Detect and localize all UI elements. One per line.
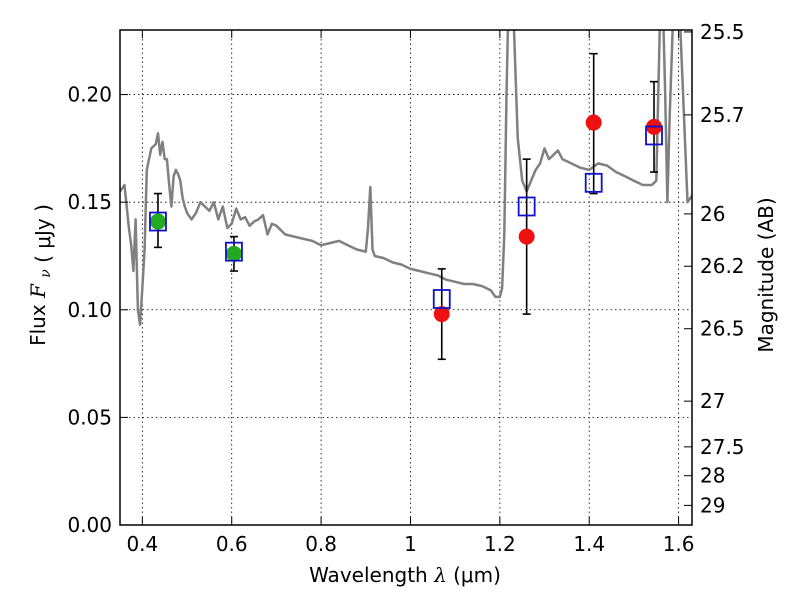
y-tick-label: 0.00 — [67, 513, 112, 537]
y-left-tick-labels: 0.00 0.05 0.10 0.15 0.20 — [67, 83, 112, 537]
y-axis-left-title: Flux F ν ( μJy ) — [26, 204, 55, 346]
spectrum-line — [120, 30, 692, 327]
blue-square-point — [584, 172, 603, 193]
blue-square-point — [645, 125, 663, 146]
y-right-tick-label: 28 — [700, 464, 725, 488]
y-right-tick-label: 26.2 — [700, 254, 745, 278]
y-axis-left-title-symbol: F — [26, 283, 50, 299]
y-right-tick-label: 25.7 — [700, 103, 745, 127]
red-point — [585, 114, 602, 131]
y-tick-label: 0.20 — [67, 83, 112, 107]
x-axis-title: Wavelength λ (μm) — [309, 563, 501, 587]
y-axis-right-title: Magnitude (AB) — [754, 197, 778, 352]
x-tick-label: 1 — [404, 532, 417, 556]
x-axis-title-symbol: λ — [433, 563, 447, 587]
x-tick-label: 0.4 — [126, 532, 158, 556]
blue-square-point — [517, 196, 536, 217]
y-right-tick-label: 27 — [700, 389, 725, 413]
blue-square-point — [225, 241, 243, 262]
x-tick-label: 1.6 — [663, 532, 695, 556]
blue-square-point — [432, 289, 451, 309]
axis-ticks — [120, 30, 692, 526]
x-tick-label: 0.6 — [216, 532, 248, 556]
data-points — [149, 114, 663, 323]
x-axis-title-prefix: Wavelength — [309, 563, 428, 587]
y-right-tick-label: 29 — [700, 493, 725, 517]
error-bars — [153, 52, 659, 361]
y-right-tick-label: 27.5 — [700, 435, 745, 459]
y-right-tick-label: 26 — [700, 202, 725, 226]
green-point — [149, 213, 166, 230]
y-tick-label: 0.15 — [67, 190, 112, 214]
blue-square-point — [149, 211, 167, 232]
x-axis-title-unit: (μm) — [453, 563, 501, 587]
plot-frame — [119, 29, 693, 526]
y-tick-label: 0.10 — [67, 298, 112, 322]
y-axis-left-title-prefix: Flux — [26, 304, 50, 346]
y-right-tick-label: 26.5 — [700, 317, 745, 341]
x-tick-labels: 0.4 0.6 0.8 1 1.2 1.4 1.6 — [126, 532, 694, 556]
y-tick-label: 0.05 — [67, 405, 112, 429]
grid — [120, 30, 692, 526]
y-axis-left-title-unit: ( μJy ) — [31, 204, 55, 263]
green-point — [225, 245, 242, 262]
x-tick-label: 1.4 — [573, 532, 605, 556]
x-tick-label: 1.2 — [484, 532, 516, 556]
y-right-tick-labels: 25.5 25.7 26 26.2 26.5 27 27.5 28 29 — [700, 20, 745, 517]
y-right-tick-label: 25.5 — [700, 20, 745, 44]
x-tick-label: 0.8 — [305, 532, 337, 556]
red-point — [518, 228, 535, 245]
model-spectrum — [120, 30, 692, 327]
y-axis-left-title-subscript: ν — [38, 269, 54, 278]
red-point — [433, 306, 450, 323]
